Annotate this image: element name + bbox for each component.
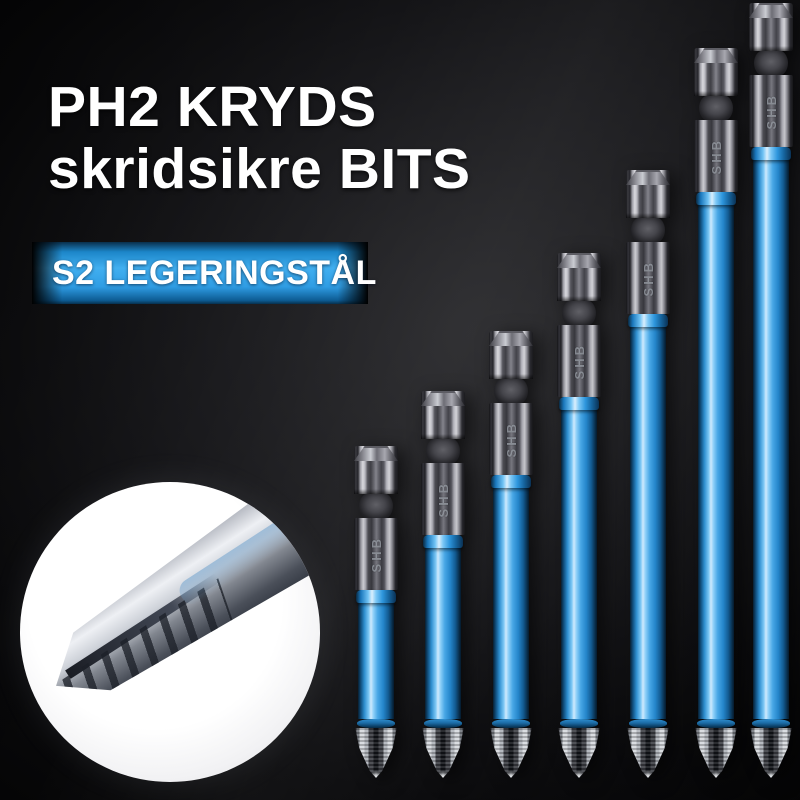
- material-banner-label: S2 LEGERINGSTÅL: [52, 253, 377, 292]
- bit-4: SHB: [557, 253, 601, 778]
- hex-shank-body: SHB: [694, 120, 738, 192]
- ball-groove-neck: [631, 217, 665, 243]
- bit-3: SHB: [489, 331, 533, 778]
- bit-7: SHB: [749, 3, 793, 778]
- hex-shank-top: [421, 391, 465, 439]
- headline: PH2 KRYDS skridsikre BITS: [48, 76, 471, 200]
- bit-2: SHB: [421, 391, 465, 778]
- phillips-tip: [750, 728, 792, 778]
- phillips-tip: [355, 728, 397, 778]
- headline-line1: PH2 KRYDS: [48, 75, 377, 139]
- bit-5: SHB: [626, 170, 670, 778]
- hex-shank-top: [626, 170, 670, 218]
- blue-sleeve: [698, 205, 734, 719]
- phillips-tip: [558, 728, 600, 778]
- sleeve-cuff: [356, 590, 396, 603]
- ball-groove-neck: [754, 50, 788, 76]
- shank-marking: SHB: [708, 137, 724, 175]
- hex-shank-top: [354, 446, 398, 494]
- hex-shank-top: [694, 48, 738, 96]
- hex-shank-top: [557, 253, 601, 301]
- hex-shank-body: SHB: [354, 518, 398, 590]
- headline-line2: skridsikre BITS: [48, 137, 471, 201]
- blue-sleeve: [561, 410, 597, 719]
- sleeve-cuff: [491, 475, 531, 488]
- hex-shank-body: SHB: [489, 403, 533, 475]
- ball-groove-neck: [494, 378, 528, 404]
- sleeve-end-ring: [752, 719, 790, 728]
- shank-marking: SHB: [368, 535, 384, 573]
- sleeve-cuff: [628, 314, 668, 327]
- material-banner: S2 LEGERINGSTÅL: [32, 242, 376, 304]
- phillips-tip: [490, 728, 532, 778]
- sleeve-end-ring: [560, 719, 598, 728]
- sleeve-cuff: [559, 397, 599, 410]
- sleeve-cuff: [696, 192, 736, 205]
- hex-shank-body: SHB: [557, 325, 601, 397]
- sleeve-cuff: [423, 535, 463, 548]
- shank-marking: SHB: [640, 259, 656, 297]
- phillips-tip: [695, 728, 737, 778]
- ball-groove-neck: [562, 300, 596, 326]
- blue-sleeve: [753, 160, 789, 719]
- blue-sleeve: [425, 548, 461, 719]
- ball-groove-neck: [359, 493, 393, 519]
- sleeve-end-ring: [357, 719, 395, 728]
- phillips-tip-closeup: [28, 482, 320, 725]
- sleeve-end-ring: [697, 719, 735, 728]
- blue-sleeve: [358, 603, 394, 719]
- shank-marking: SHB: [503, 420, 519, 458]
- shank-marking: SHB: [435, 480, 451, 518]
- hex-shank-body: SHB: [421, 463, 465, 535]
- sleeve-end-ring: [492, 719, 530, 728]
- blue-sleeve: [630, 327, 666, 719]
- sleeve-end-ring: [629, 719, 667, 728]
- ball-groove-neck: [426, 438, 460, 464]
- hex-shank-top: [489, 331, 533, 379]
- sleeve-end-ring: [424, 719, 462, 728]
- bit-6: SHB: [694, 48, 738, 778]
- bit-1: SHB: [354, 446, 398, 778]
- hex-shank-body: SHB: [749, 75, 793, 147]
- phillips-tip: [422, 728, 464, 778]
- sleeve-cuff: [751, 147, 791, 160]
- shank-marking: SHB: [571, 342, 587, 380]
- ball-groove-neck: [699, 95, 733, 121]
- shank-marking: SHB: [763, 92, 779, 130]
- tip-closeup-inset: [20, 482, 320, 782]
- phillips-tip: [627, 728, 669, 778]
- hex-shank-top: [749, 3, 793, 51]
- blue-sleeve: [493, 488, 529, 719]
- hex-shank-body: SHB: [626, 242, 670, 314]
